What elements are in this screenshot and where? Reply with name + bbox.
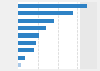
Bar [18, 41, 36, 45]
Bar [18, 63, 21, 67]
Bar [18, 19, 54, 23]
Bar [80, 2, 97, 69]
Bar [18, 56, 25, 60]
Bar [18, 33, 38, 38]
Bar [18, 48, 34, 52]
Bar [18, 4, 87, 8]
Bar [18, 11, 73, 15]
Bar [18, 26, 46, 30]
